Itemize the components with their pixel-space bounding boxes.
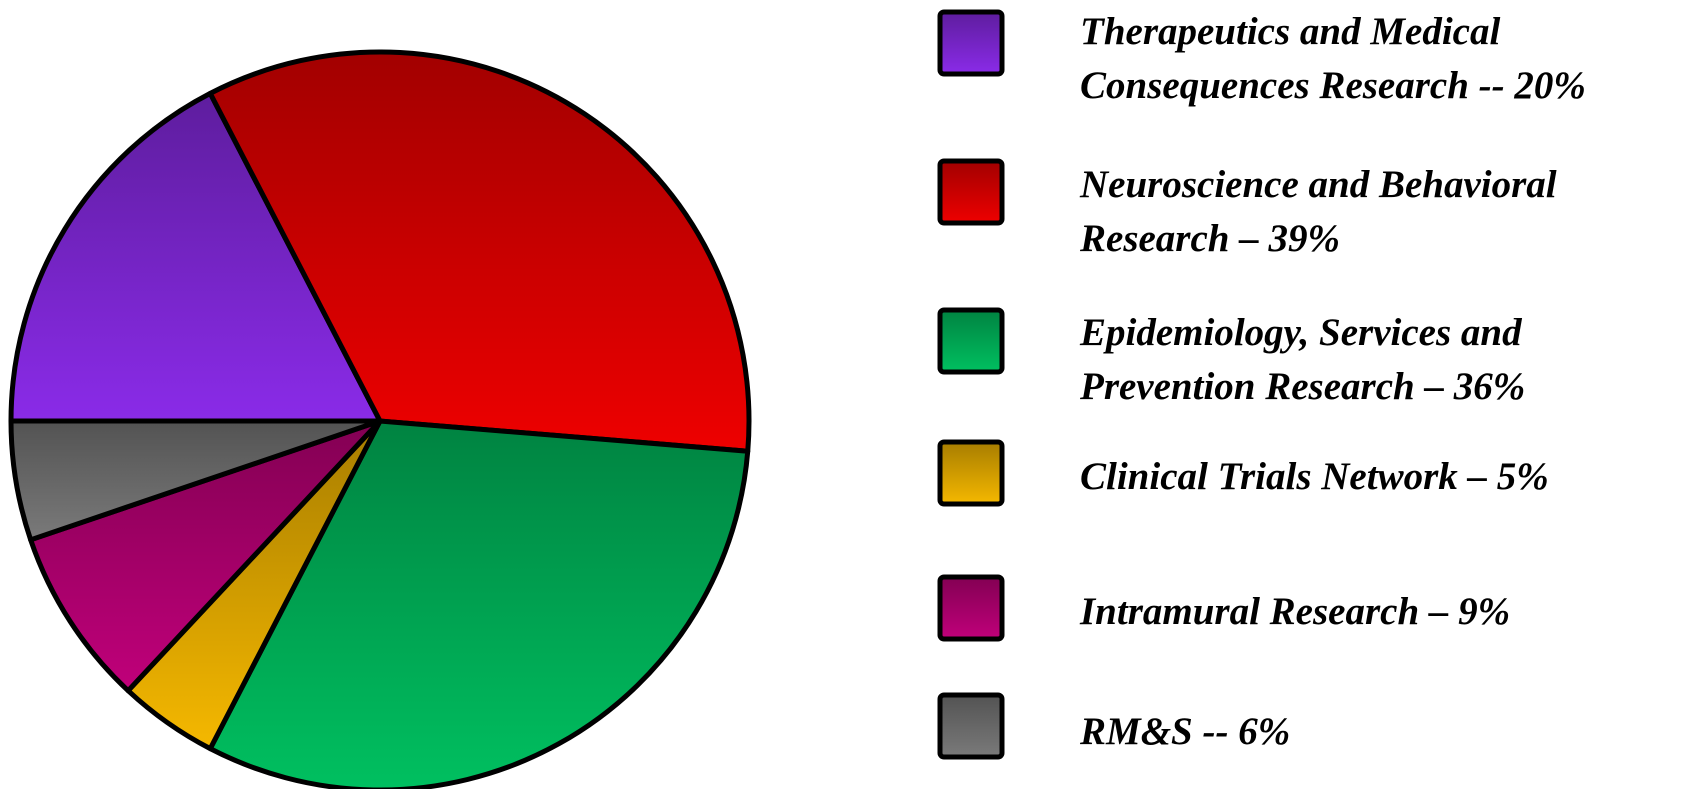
pie-slice	[28, 418, 383, 694]
legend-label: RM&S -- 6%	[1080, 710, 1291, 753]
legend-swatch	[937, 692, 1005, 760]
pie-slice	[8, 418, 383, 543]
legend-label: Neuroscience and Behavioral Research – 3…	[1080, 163, 1557, 260]
legend-swatch	[937, 574, 1005, 642]
legend-label: Epidemiology, Services and Prevention Re…	[1080, 311, 1526, 408]
pie-slice	[8, 90, 383, 424]
legend-swatch	[937, 439, 1005, 507]
legend-label: Intramural Research – 9%	[1080, 590, 1511, 633]
legend-label: Clinical Trials Network – 5%	[1080, 455, 1549, 498]
legend-label: Therapeutics and Medical Consequences Re…	[1080, 10, 1586, 107]
pie-slice	[207, 49, 752, 454]
legend-swatch	[937, 9, 1005, 77]
legend-swatch	[937, 158, 1005, 226]
legend-swatch	[937, 307, 1005, 375]
pie-slice	[207, 418, 751, 789]
